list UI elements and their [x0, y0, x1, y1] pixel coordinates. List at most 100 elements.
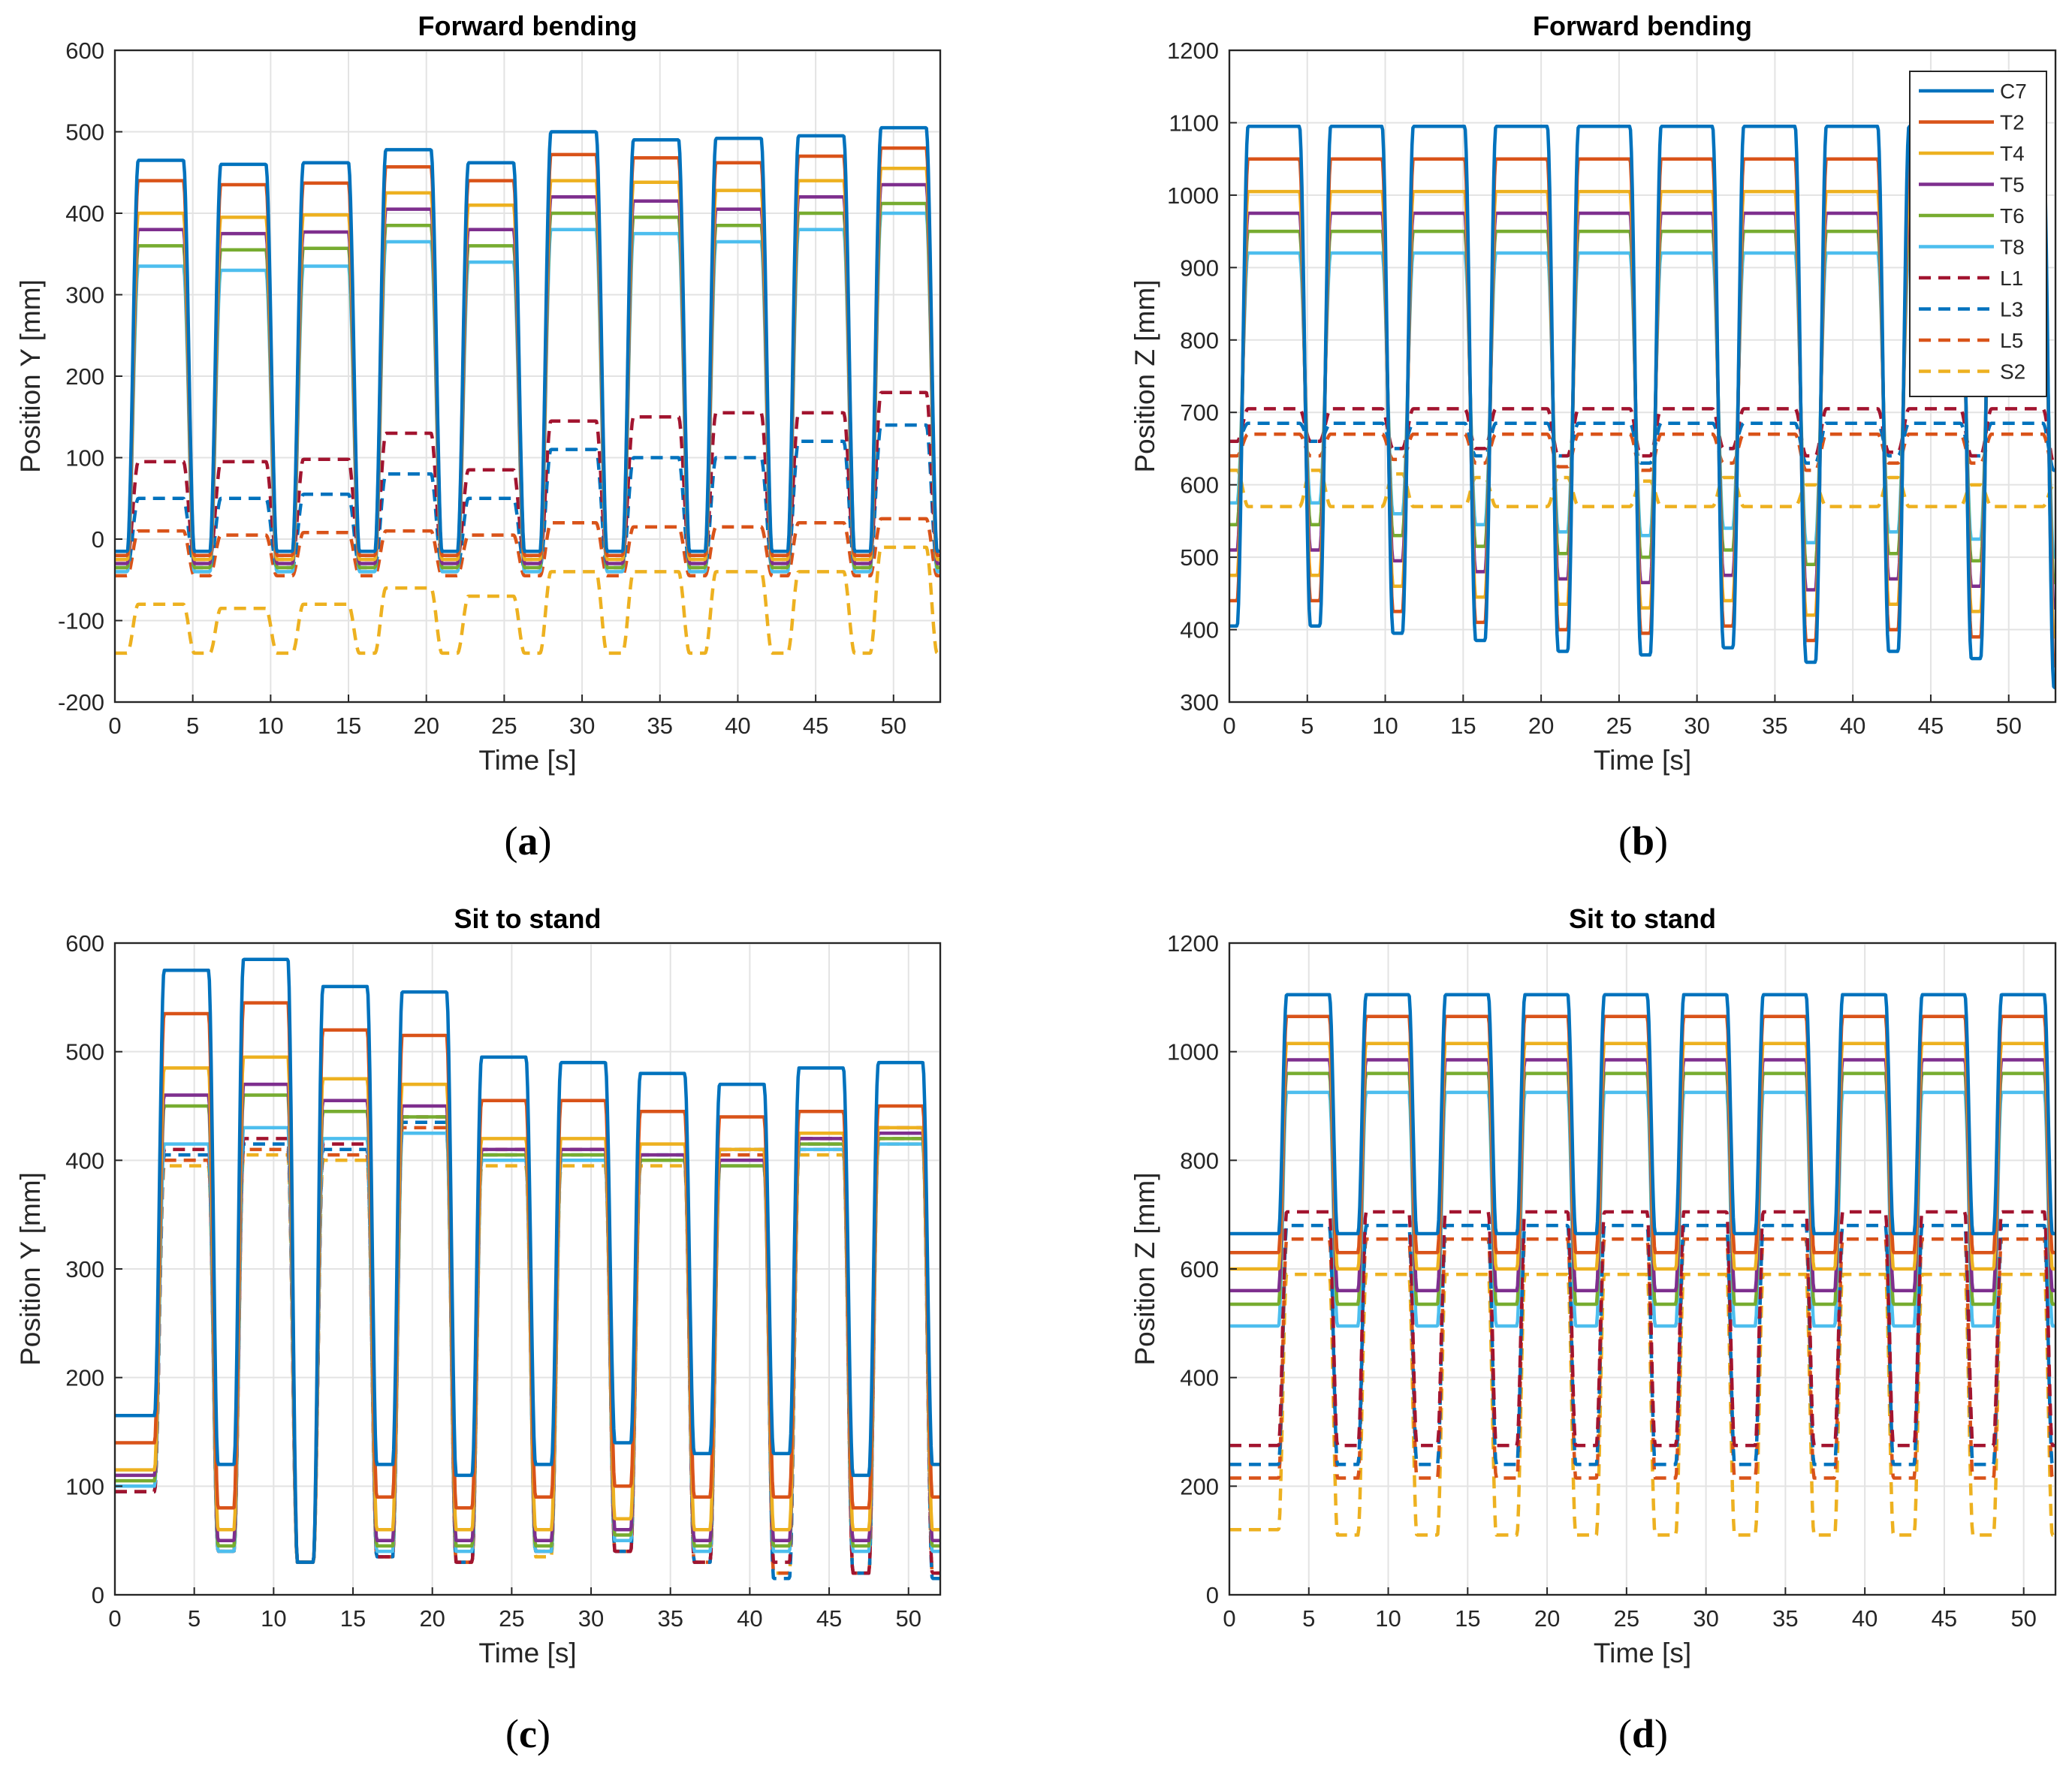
series-line-t5: [115, 182, 940, 565]
panel-d-xlabel: Time [s]: [1594, 1638, 1691, 1668]
y-tick-label: 0: [1206, 1582, 1219, 1608]
x-tick-label: 50: [895, 1605, 921, 1632]
panel-a-series: [115, 125, 940, 655]
x-tick-label: 25: [1606, 713, 1632, 739]
y-tick-label: 1000: [1167, 1039, 1219, 1065]
y-tick-label: 400: [65, 1147, 104, 1174]
series-line-t2: [115, 146, 940, 557]
legend-entries: C7 T2 T4 T5 T6 T8 L1 L3 L5 S2: [1919, 80, 2027, 384]
y-tick-label: 500: [1180, 544, 1219, 571]
x-tick-label: 40: [725, 713, 750, 739]
x-tick-label: 10: [1372, 713, 1398, 739]
y-tick-label: 200: [65, 363, 104, 390]
x-tick-label: 20: [419, 1605, 445, 1632]
x-tick-label: 35: [1762, 713, 1787, 739]
y-tick-label: 1100: [1169, 110, 1219, 136]
y-tick-label: 0: [92, 526, 104, 553]
legend: C7 T2 T4 T5 T6 T8 L1 L3 L5 S2: [1909, 71, 2047, 397]
caption-a: (a): [505, 818, 552, 863]
series-line-l5: [1229, 1237, 2055, 1480]
x-tick-label: 45: [1932, 1605, 1957, 1632]
x-tick-label: 35: [657, 1605, 683, 1632]
x-tick-label: 0: [1223, 713, 1235, 739]
panel-a-xlabel: Time [s]: [478, 745, 576, 776]
x-tick-label: 45: [1918, 713, 1944, 739]
y-tick-label: -100: [58, 608, 104, 634]
series-line-l5: [1229, 432, 2055, 472]
x-tick-label: 15: [340, 1605, 366, 1632]
panel-c-series: [115, 957, 940, 1581]
series-line-l1: [1229, 1210, 2055, 1448]
series-line-l1: [1229, 407, 2055, 465]
x-tick-label: 50: [2010, 1605, 2036, 1632]
series-line-t4: [115, 167, 940, 562]
y-tick-label: 300: [65, 1256, 104, 1282]
y-tick-label: 400: [1180, 617, 1219, 643]
x-tick-label: 50: [1995, 713, 2021, 739]
legend-label-l1: L1: [2000, 267, 2023, 290]
y-tick-label: -200: [58, 689, 104, 716]
series-line-l3: [1229, 1223, 2055, 1466]
panel-d-series: [1229, 993, 2055, 1537]
series-line-s2: [1229, 1272, 2055, 1537]
series-line-l3: [1229, 421, 2055, 472]
legend-label-l3: L3: [2000, 298, 2023, 321]
legend-label-s2: S2: [2000, 360, 2025, 384]
legend-label-t8: T8: [2000, 236, 2025, 259]
y-tick-label: 100: [65, 1473, 104, 1499]
series-line-c7: [115, 957, 940, 1564]
x-tick-label: 10: [1375, 1605, 1401, 1632]
x-tick-label: 15: [1450, 713, 1476, 739]
y-tick-label: 800: [1180, 327, 1219, 354]
x-tick-label: 45: [803, 713, 828, 739]
x-tick-label: 20: [413, 713, 439, 739]
panel-a-title: Forward bending: [418, 11, 638, 41]
y-tick-label: 1200: [1167, 930, 1219, 957]
x-tick-label: 35: [647, 713, 673, 739]
y-tick-label: 500: [65, 1039, 104, 1065]
y-tick-label: 1000: [1167, 182, 1219, 209]
y-tick-label: 600: [65, 38, 104, 64]
y-tick-label: 600: [65, 930, 104, 957]
y-tick-label: 400: [65, 200, 104, 227]
x-tick-label: 30: [1684, 713, 1709, 739]
panel-c-xlabel: Time [s]: [478, 1638, 576, 1668]
series-line-c7: [1229, 993, 2055, 1236]
series-line-l5: [115, 517, 940, 578]
y-tick-label: 300: [65, 282, 104, 309]
y-tick-label: 700: [1180, 399, 1219, 426]
panel-b-ylabel: Position Z [mm]: [1129, 280, 1160, 473]
x-tick-label: 25: [499, 1605, 524, 1632]
x-tick-label: 40: [737, 1605, 762, 1632]
series-line-t6: [115, 201, 940, 570]
y-tick-label: 600: [1180, 1256, 1219, 1282]
y-tick-label: 1200: [1167, 38, 1219, 64]
x-tick-label: 0: [108, 1605, 121, 1632]
series-line-c7: [115, 125, 940, 553]
x-tick-label: 40: [1840, 713, 1865, 739]
x-tick-label: 5: [188, 1605, 201, 1632]
x-tick-label: 15: [1455, 1605, 1480, 1632]
legend-box: [1909, 71, 2047, 397]
y-tick-label: 100: [65, 445, 104, 472]
y-tick-label: 900: [1180, 255, 1219, 281]
x-tick-label: 25: [491, 713, 517, 739]
legend-label-c7: C7: [2000, 80, 2027, 103]
x-tick-label: 25: [1614, 1605, 1639, 1632]
panel-d-ylabel: Position Z [mm]: [1129, 1173, 1160, 1366]
legend-label-l5: L5: [2000, 329, 2023, 352]
x-tick-label: 5: [186, 713, 199, 739]
series-line-s2: [115, 545, 940, 655]
x-tick-label: 50: [881, 713, 906, 739]
y-tick-label: 800: [1180, 1147, 1219, 1174]
x-tick-label: 30: [569, 713, 595, 739]
panel-a-ylabel: Position Y [mm]: [15, 279, 46, 473]
legend-label-t5: T5: [2000, 173, 2025, 197]
series-line-s2: [1229, 469, 2055, 508]
y-tick-label: 500: [65, 119, 104, 146]
y-tick-label: 0: [92, 1582, 104, 1608]
x-tick-label: 45: [816, 1605, 842, 1632]
x-tick-label: 0: [1223, 1605, 1235, 1632]
y-tick-label: 600: [1180, 472, 1219, 499]
